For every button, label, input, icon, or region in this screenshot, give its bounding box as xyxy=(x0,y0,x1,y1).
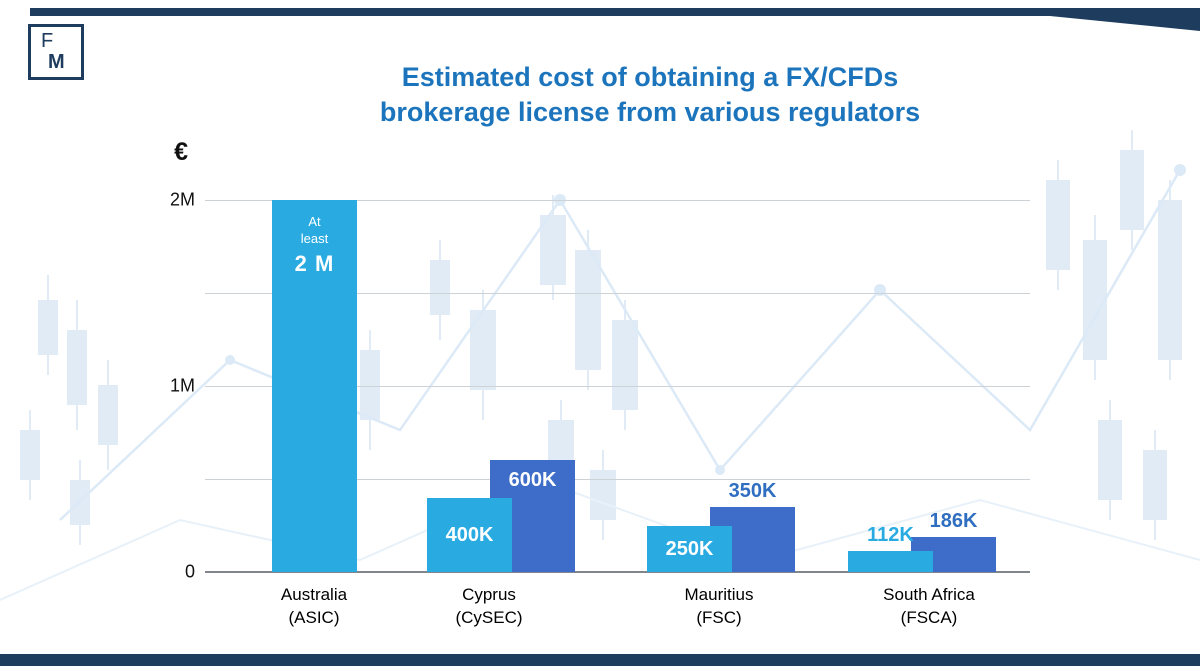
category-regulator: (CySEC) xyxy=(455,607,523,627)
x-axis-labels: Australia (ASIC) Cyprus (CySEC) Mauritius (FS… xyxy=(205,584,1030,644)
top-border-strip xyxy=(30,8,1200,16)
bar-value-label-mauritius-maximum: 350K xyxy=(728,479,777,502)
gridline xyxy=(205,386,1030,387)
category-regulator: (FSC) xyxy=(696,607,742,627)
category-name: Australia xyxy=(280,585,348,604)
category-name: South Africa xyxy=(883,585,975,604)
bar-value-label-australia-minimum: At least 2 M xyxy=(294,214,335,276)
bar-cyprus-minimum xyxy=(427,497,512,572)
y-tick-2m: 2M xyxy=(169,189,195,210)
chart-title-line-2: brokerage license from various regulator… xyxy=(379,97,921,128)
bar-value-label-cyprus-minimum: 400K xyxy=(445,523,494,546)
category-regulator: (FSCA) xyxy=(900,607,958,627)
chart-title-line-1: Estimated cost of obtaining a FX/CFDs xyxy=(401,62,899,92)
chart-plot: At least 2 M 400K 600K 250K 350K 112K 186K xyxy=(205,200,1030,573)
fm-logo-letter-f: F xyxy=(41,30,54,52)
x-label-cyprus: Cyprus (CySEC) xyxy=(394,584,584,630)
bar-mauritius-minimum xyxy=(647,525,732,572)
gridline xyxy=(205,293,1030,294)
x-label-australia: Australia (ASIC) xyxy=(219,584,409,630)
fm-logo: F M xyxy=(28,24,84,80)
category-regulator: (ASIC) xyxy=(288,607,340,627)
y-tick-1m: 1M xyxy=(169,375,195,396)
y-axis-ticks: 2M 1M 0 xyxy=(138,190,195,582)
x-axis-line xyxy=(205,571,1030,573)
chart-title: Estimated cost of obtaining a FX/CFDs br… xyxy=(240,60,1060,130)
category-name: Mauritius xyxy=(684,585,754,604)
bar-value-label-south-africa-minimum: 112K xyxy=(867,524,914,547)
fm-logo-letter-m: M xyxy=(48,51,65,73)
bar-value-label-mauritius-minimum: 250K xyxy=(665,537,714,560)
currency-symbol: € xyxy=(174,138,188,166)
bar-australia-minimum xyxy=(272,200,357,572)
x-label-south-africa: South Africa (FSCA) xyxy=(834,584,1024,630)
y-tick-0: 0 xyxy=(184,561,195,582)
bar-south-africa-minimum xyxy=(848,551,933,572)
category-name: Cyprus xyxy=(462,585,516,604)
bar-value-label-south-africa-maximum: 186K xyxy=(929,510,978,533)
bar-value-label-cyprus-maximum: 600K xyxy=(508,469,557,492)
x-label-mauritius: Mauritius (FSC) xyxy=(624,584,814,630)
gridline xyxy=(205,479,1030,480)
bottom-border-strip xyxy=(0,654,1200,666)
gridline xyxy=(205,200,1030,201)
